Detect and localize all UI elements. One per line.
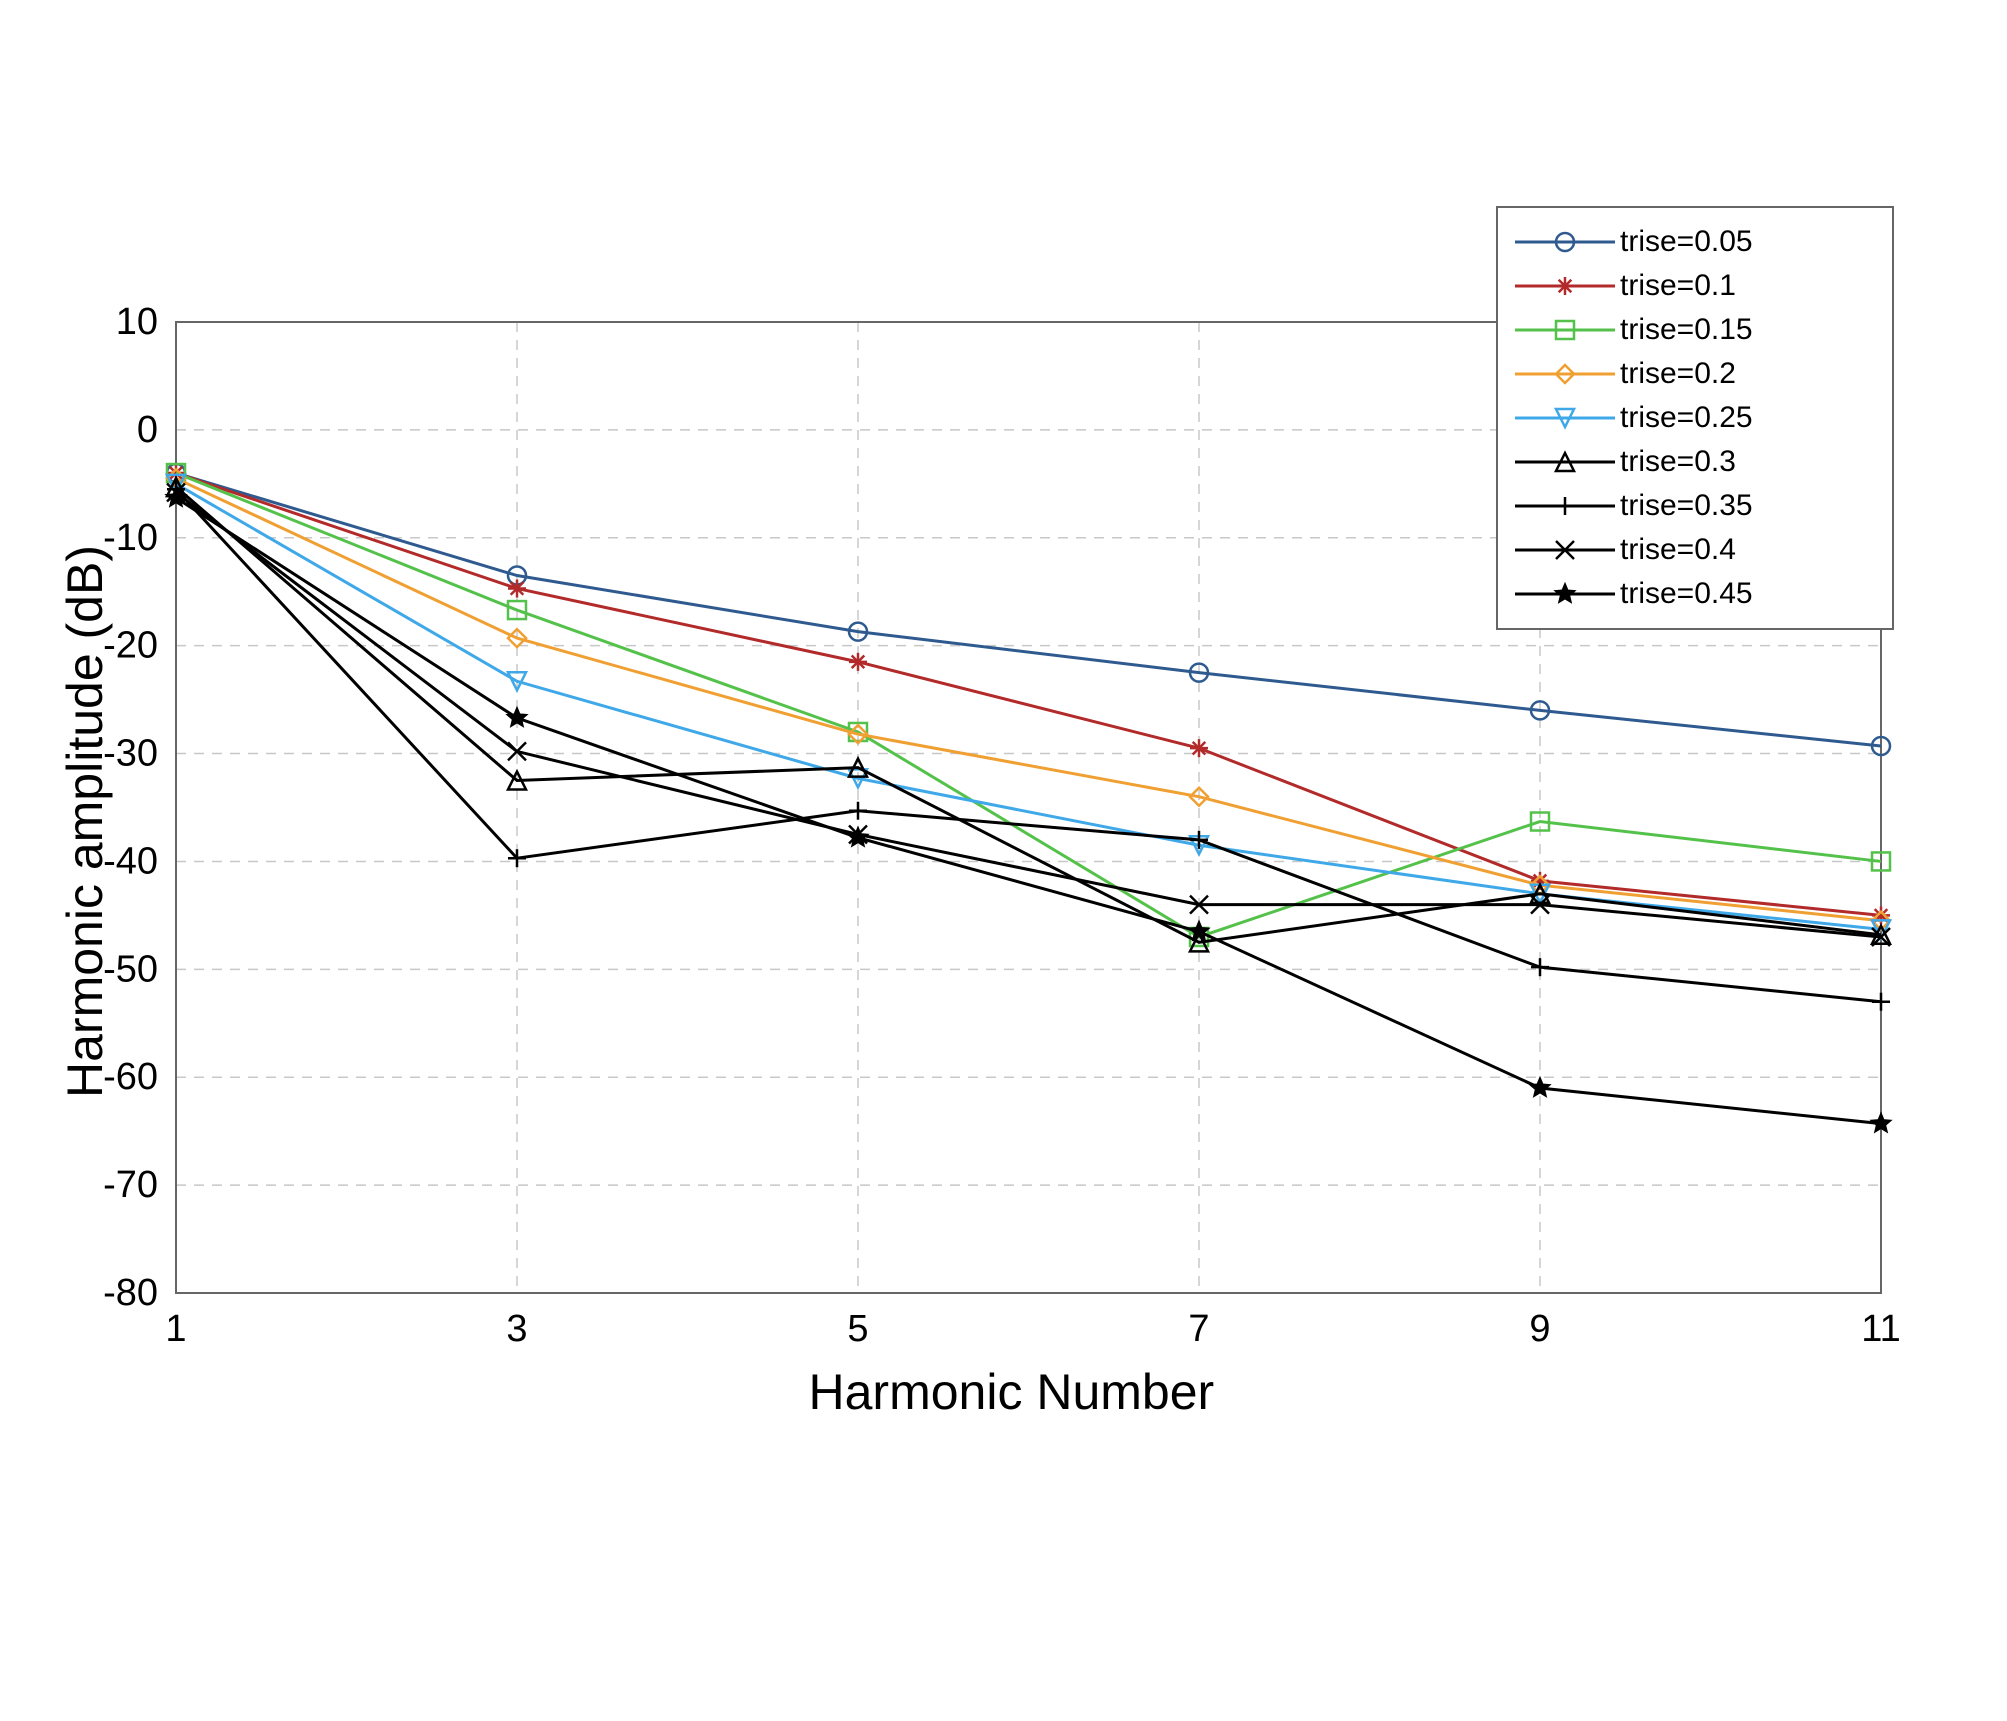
svg-text:10: 10 [116,301,158,343]
legend-item: trise=0.45 [1510,572,1880,616]
svg-text:-80: -80 [103,1272,158,1314]
legend-label: trise=0.05 [1620,225,1753,259]
x-axis-label: Harmonic Number [809,1363,1215,1421]
legend-item: trise=0.1 [1510,264,1880,308]
legend: trise=0.05 trise=0.1 trise=0.15 trise=0.2 tr… [1496,206,1894,630]
legend-item: trise=0.05 [1510,220,1880,264]
legend-label: trise=0.2 [1620,357,1736,391]
legend-swatch [1510,396,1620,440]
legend-label: trise=0.4 [1620,533,1736,567]
legend-label: trise=0.45 [1620,577,1753,611]
legend-item: trise=0.35 [1510,484,1880,528]
legend-label: trise=0.1 [1620,269,1736,303]
legend-item: trise=0.2 [1510,352,1880,396]
svg-text:3: 3 [506,1308,527,1350]
legend-label: trise=0.15 [1620,313,1753,347]
y-axis-label: Harmonic amplitude (dB) [56,545,114,1098]
legend-item: trise=0.3 [1510,440,1880,484]
svg-text:11: 11 [1861,1308,1900,1350]
legend-swatch [1510,440,1620,484]
svg-text:1: 1 [165,1308,186,1350]
legend-item: trise=0.25 [1510,396,1880,440]
legend-item: trise=0.15 [1510,308,1880,352]
page: { "chart": { "type": "line", "background… [0,0,2007,1721]
legend-swatch [1510,308,1620,352]
svg-text:5: 5 [847,1308,868,1350]
svg-text:-70: -70 [103,1164,158,1206]
legend-label: trise=0.25 [1620,401,1753,435]
legend-swatch [1510,264,1620,308]
legend-swatch [1510,220,1620,264]
legend-item: trise=0.4 [1510,528,1880,572]
legend-swatch [1510,528,1620,572]
legend-label: trise=0.35 [1620,489,1753,523]
legend-swatch [1510,352,1620,396]
legend-swatch [1510,484,1620,528]
legend-swatch [1510,572,1620,616]
svg-text:9: 9 [1529,1308,1550,1350]
svg-text:0: 0 [137,409,158,451]
svg-text:7: 7 [1188,1308,1209,1350]
legend-label: trise=0.3 [1620,445,1736,479]
